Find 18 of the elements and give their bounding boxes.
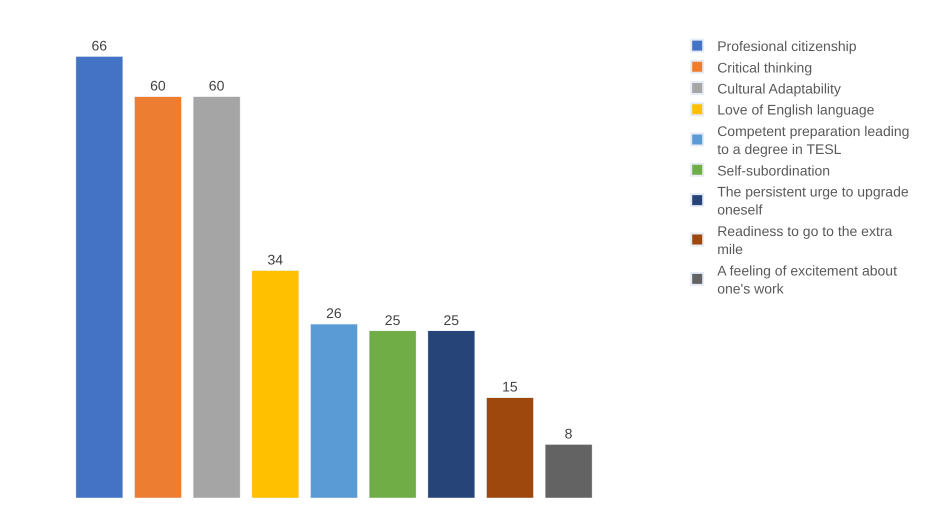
data-label: 25	[384, 312, 401, 328]
data-label: 26	[326, 305, 342, 322]
legend-label: A feeling of excitement about one's work	[717, 262, 898, 296]
data-label: 60	[208, 78, 225, 94]
legend-label: Readiness to go to the extra mile	[717, 222, 893, 258]
legend-label: Self-subordination	[717, 162, 830, 178]
legend-label: Love of English language	[717, 102, 875, 118]
data-label: 34	[267, 252, 284, 268]
legend-label: The persistent urge to upgrade oneself	[717, 183, 909, 218]
legend-label: Critical thinking	[717, 59, 812, 76]
data-label: 25	[443, 312, 460, 328]
data-label: 8	[564, 425, 573, 442]
data-label: 60	[150, 78, 166, 94]
data-label: 15	[502, 378, 518, 395]
legend-label: Competent preparation leading to a degree in TESL	[717, 122, 910, 158]
legend-label: Profesional citizenship	[717, 38, 857, 54]
legend-label: Cultural Adaptability	[717, 80, 841, 96]
data-label: 66	[91, 37, 108, 54]
